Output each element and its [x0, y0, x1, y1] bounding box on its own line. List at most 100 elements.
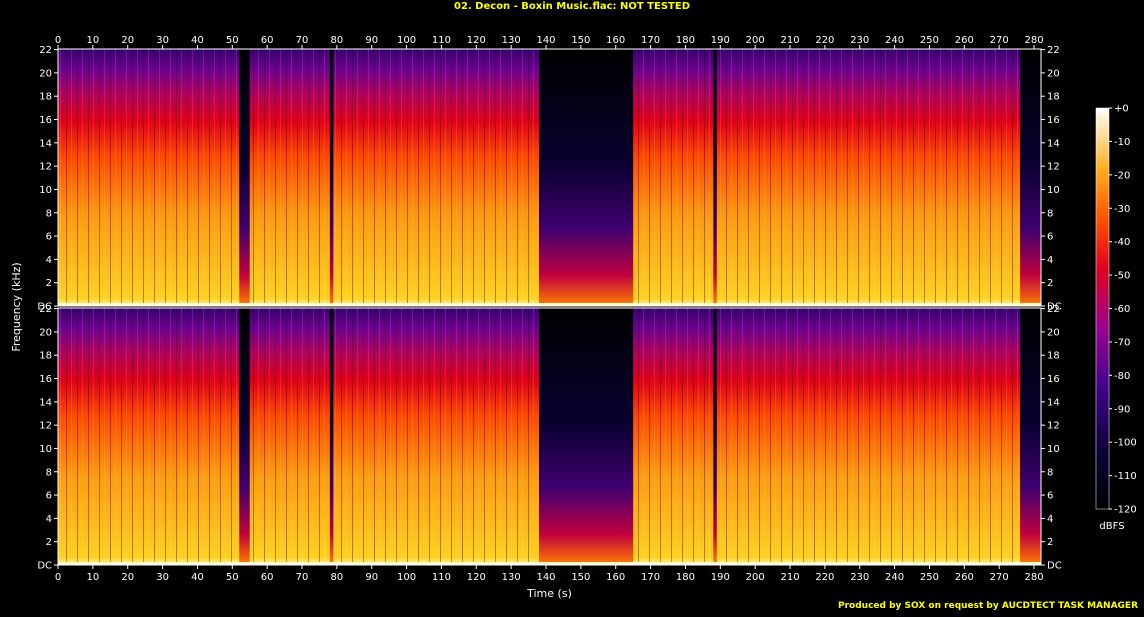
colorbar-tick-label: -30 — [1114, 204, 1130, 215]
colorbar-tick-label: -40 — [1114, 237, 1130, 248]
colorbar-tick-label: -50 — [1114, 271, 1130, 282]
y-tick-label: 22 — [39, 45, 52, 56]
x-tick-label: 120 — [467, 35, 486, 46]
colorbar-tick-label: -60 — [1114, 304, 1130, 315]
colorbar-tick-label: -120 — [1114, 505, 1137, 516]
x-tick-label: 50 — [226, 35, 239, 46]
y-tick-label: 20 — [39, 327, 52, 338]
colorbar-tick-label: -20 — [1114, 170, 1130, 181]
colorbar-tick-label: -90 — [1114, 404, 1130, 415]
x-tick-label: 80 — [330, 572, 343, 583]
x-tick-label: 240 — [885, 35, 904, 46]
dc-band-2 — [58, 562, 1041, 565]
y-tick-label: 2 — [46, 278, 52, 289]
quiet-gap-1-2 — [539, 49, 634, 306]
x-tick-label: 0 — [55, 572, 61, 583]
x-tick-label: 180 — [676, 35, 695, 46]
colorbar-tick-label: +0 — [1114, 104, 1129, 115]
y-tick-label: 16 — [39, 115, 52, 126]
x-tick-label: 170 — [641, 35, 660, 46]
x-tick-label: 140 — [536, 572, 555, 583]
x-tick-label: 210 — [780, 35, 799, 46]
y-tick-label: 10 — [1047, 444, 1060, 455]
x-tick-label: 160 — [606, 35, 625, 46]
y-tick-label: 8 — [1047, 208, 1053, 219]
x-tick-label: 270 — [990, 572, 1009, 583]
x-tick-label: 90 — [365, 572, 378, 583]
y-tick-label: 18 — [39, 351, 52, 362]
x-tick-label: 160 — [606, 572, 625, 583]
x-tick-label: 0 — [55, 35, 61, 46]
x-tick-label: 280 — [1024, 35, 1043, 46]
y-tick-label: 14 — [39, 397, 52, 408]
quiet-gap-1-0 — [239, 49, 250, 306]
y-tick-label: 2 — [1047, 278, 1053, 289]
y-tick-label: 6 — [1047, 491, 1053, 502]
x-tick-label: 80 — [330, 35, 343, 46]
x-tick-label: 220 — [815, 572, 834, 583]
quiet-gap-2-3 — [713, 308, 717, 565]
x-tick-label: 270 — [990, 35, 1009, 46]
x-tick-label: 70 — [296, 35, 309, 46]
y-tick-label: 12 — [1047, 421, 1060, 432]
x-tick-label: 180 — [676, 572, 695, 583]
chart-title: 02. Decon - Boxin Music.flac: NOT TESTED — [453, 1, 690, 12]
y-tick-label: 8 — [46, 467, 52, 478]
quiet-gap-2-2 — [539, 308, 634, 565]
colorbar-tick-label: -100 — [1114, 438, 1137, 449]
y-tick-label: 14 — [1047, 138, 1060, 149]
x-tick-label: 280 — [1024, 572, 1043, 583]
x-tick-label: 230 — [850, 572, 869, 583]
y-axis-label: Frequency (kHz) — [10, 262, 23, 351]
y-tick-label: DC — [1047, 302, 1062, 313]
y-tick-label: 2 — [46, 537, 52, 548]
x-tick-label: 200 — [746, 35, 765, 46]
y-tick-label: 12 — [39, 162, 52, 173]
y-tick-label: 10 — [1047, 185, 1060, 196]
x-tick-label: 60 — [261, 572, 274, 583]
y-tick-label: 4 — [46, 514, 52, 525]
x-axis-label: Time (s) — [526, 587, 572, 600]
x-tick-label: 10 — [86, 572, 99, 583]
y-tick-label: 12 — [1047, 162, 1060, 173]
x-tick-label: 130 — [502, 35, 521, 46]
y-tick-label: 2 — [1047, 537, 1053, 548]
y-tick-label: 22 — [1047, 45, 1060, 56]
y-tick-label: DC — [37, 302, 52, 313]
quiet-gap-2-4 — [1020, 308, 1041, 565]
colorbar-tick-label: -70 — [1114, 337, 1130, 348]
y-tick-label: 20 — [1047, 68, 1060, 79]
x-tick-label: 230 — [850, 35, 869, 46]
footer-credit: Produced by SOX on request by AUCDTECT T… — [838, 601, 1138, 611]
y-tick-label: 22 — [1047, 304, 1060, 315]
y-tick-label: DC — [37, 561, 52, 572]
x-tick-label: 150 — [571, 572, 590, 583]
x-tick-label: 40 — [191, 572, 204, 583]
x-tick-label: 210 — [780, 572, 799, 583]
y-tick-label: 16 — [1047, 374, 1060, 385]
y-tick-label: 4 — [1047, 255, 1053, 266]
x-tick-label: 100 — [397, 35, 416, 46]
y-tick-label: 16 — [1047, 115, 1060, 126]
y-tick-label: 18 — [1047, 351, 1060, 362]
y-tick-label: 16 — [39, 374, 52, 385]
y-tick-label: DC — [1047, 561, 1062, 572]
x-tick-label: 110 — [432, 35, 451, 46]
x-tick-label: 260 — [955, 572, 974, 583]
colorbar-tick-label: -110 — [1114, 471, 1137, 482]
y-tick-label: 8 — [1047, 467, 1053, 478]
y-tick-label: 6 — [46, 232, 52, 243]
y-tick-label: 18 — [39, 92, 52, 103]
y-tick-label: 14 — [1047, 397, 1060, 408]
x-tick-label: 40 — [191, 35, 204, 46]
x-tick-label: 260 — [955, 35, 974, 46]
colorbar — [1095, 107, 1110, 510]
y-tick-label: 10 — [39, 444, 52, 455]
x-tick-label: 20 — [121, 572, 134, 583]
plot-frame-1 — [57, 48, 1042, 307]
x-tick-label: 250 — [920, 572, 939, 583]
y-tick-label: 20 — [1047, 327, 1060, 338]
